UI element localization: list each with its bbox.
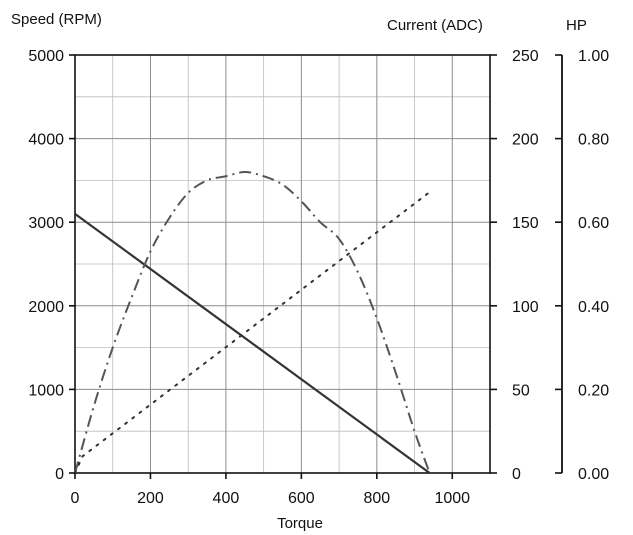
speed-tick-label: 0 (55, 466, 64, 483)
hp-tick-label: 0.00 (578, 466, 609, 483)
hp-tick-label: 0.60 (578, 215, 609, 232)
labels-layer: Speed (RPM) Current (ADC) HP Torque (11, 11, 587, 532)
x-tick-label: 800 (363, 490, 390, 507)
major-gridlines (75, 55, 490, 473)
speed-tick-label: 3000 (28, 215, 64, 232)
x-tick-label: 1000 (434, 490, 470, 507)
speed-tick-label: 4000 (28, 132, 64, 149)
speed-tick-label: 2000 (28, 299, 64, 316)
current-tick-label: 250 (512, 48, 539, 65)
plot-frame (74, 54, 491, 474)
torque-axis-title: Torque (277, 515, 323, 532)
current-curve (74, 191, 431, 474)
speed-curve (74, 212, 431, 474)
current-tick-label: 200 (512, 132, 539, 149)
current-tick-label: 150 (512, 215, 539, 232)
x-tick-label: 400 (213, 490, 240, 507)
current-tick-label: 100 (512, 299, 539, 316)
hp-tick-label: 0.80 (578, 132, 609, 149)
speed-tick-label: 5000 (28, 48, 64, 65)
speed-axis-title: Speed (RPM) (11, 11, 102, 28)
hp-tick-label: 1.00 (578, 48, 609, 65)
current-tick-label: 50 (512, 382, 530, 399)
x-tick-label: 0 (71, 490, 80, 507)
current-tick-label: 0 (512, 466, 521, 483)
axes-layer: 0 200 400 600 800 1000 0 1000 2000 3000 4000 5000 0 5… (28, 48, 609, 507)
x-tick-label: 200 (137, 490, 164, 507)
hp-axis-title: HP (566, 17, 587, 34)
series-layer (74, 171, 431, 474)
speed-tick-label: 1000 (28, 382, 64, 399)
x-tick-label: 600 (288, 490, 315, 507)
minor-gridlines (75, 55, 490, 473)
current-axis-title: Current (ADC) (387, 17, 483, 34)
hp-tick-label: 0.20 (578, 382, 609, 399)
hp-tick-label: 0.40 (578, 299, 609, 316)
